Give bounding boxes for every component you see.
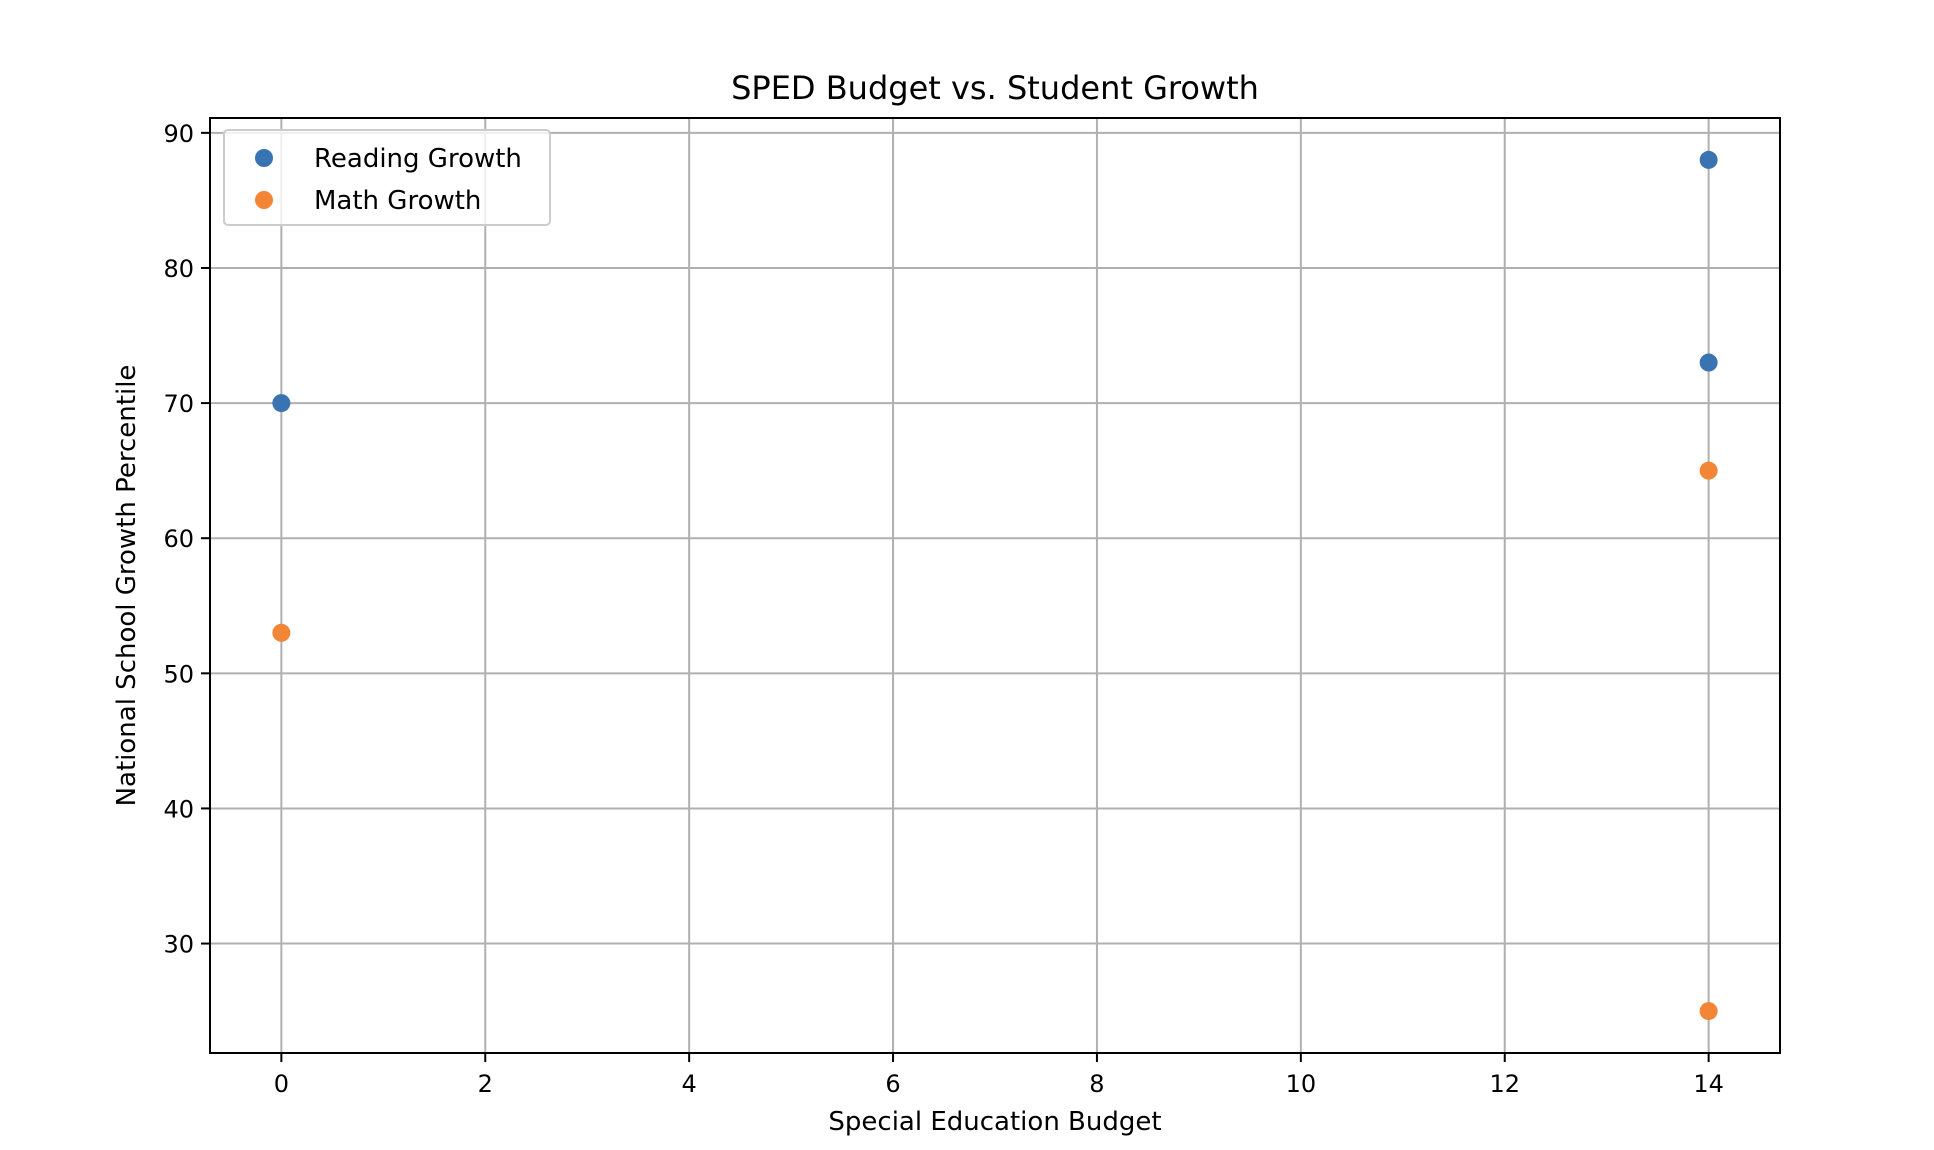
point-math-growth [1699,461,1718,480]
y-axis-ticks: 30 40 50 60 70 80 90 [163,120,210,959]
x-tick-label: 8 [1089,1070,1104,1098]
y-tick-label: 60 [163,525,194,553]
y-tick-label: 90 [163,120,194,148]
legend: Reading Growth Math Growth [223,129,551,226]
y-tick-label: 50 [163,660,194,688]
point-reading-growth [1699,150,1718,169]
y-axis-label: National School Growth Percentile [112,365,142,807]
x-axis-label: Special Education Budget [828,1107,1161,1137]
x-axis-ticks: 0 2 4 6 8 10 12 14 [274,1053,1724,1098]
x-tick-label: 6 [885,1070,900,1098]
x-tick-label: 10 [1286,1070,1317,1098]
point-math-growth [272,623,291,642]
x-tick-label: 12 [1489,1070,1520,1098]
grid-lines [210,118,1780,1053]
x-tick-label: 0 [274,1070,289,1098]
data-points [272,150,1718,1021]
x-tick-label: 4 [682,1070,697,1098]
x-tick-label: 2 [478,1070,493,1098]
x-tick-label: 14 [1693,1070,1724,1098]
y-tick-label: 70 [163,390,194,418]
point-math-growth [1699,1002,1718,1021]
legend-marker [255,191,273,209]
point-reading-growth [272,394,291,413]
y-tick-label: 80 [163,255,194,283]
point-reading-growth [1699,353,1718,372]
y-tick-label: 30 [163,931,194,959]
legend-box [223,129,551,226]
y-tick-label: 40 [163,795,194,823]
chart-title: SPED Budget vs. Student Growth [731,69,1259,107]
legend-label: Math Growth [314,186,481,216]
legend-label: Reading Growth [314,144,522,174]
plot-frame [209,117,1781,1054]
legend-marker [255,149,273,167]
